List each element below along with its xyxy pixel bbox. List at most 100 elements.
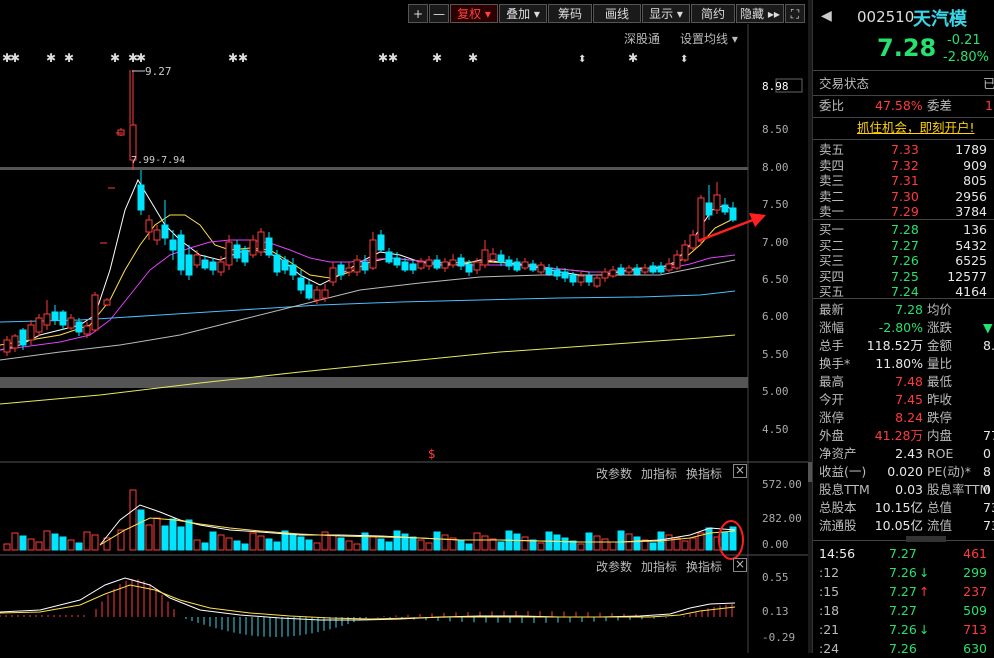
- lower-band-line: [0, 377, 748, 388]
- volume-bar: [465, 543, 473, 551]
- vol-switch-indicator-button[interactable]: 换指标: [686, 467, 723, 481]
- splitter-handle[interactable]: [808, 462, 812, 482]
- ask-volume: 1789: [955, 142, 987, 157]
- shengutong-link[interactable]: 深股通: [624, 32, 661, 46]
- ask-level-label: 卖三: [819, 173, 845, 188]
- jianyue-button[interactable]: 简约: [691, 4, 735, 23]
- event-star-icon: ✱: [46, 51, 56, 65]
- fullscreen-icon[interactable]: ⛶: [785, 4, 805, 23]
- stat-label-2: 总值: [927, 500, 953, 515]
- quote-row: 卖一 7.29 3784: [813, 203, 994, 221]
- event-star-icon: ✱: [110, 51, 120, 65]
- candle-body: [521, 261, 529, 269]
- volume-bar: [561, 537, 569, 551]
- back-arrow-icon[interactable]: ◀: [821, 8, 832, 24]
- event-star-icon: ✱: [128, 51, 138, 65]
- set-ma-dropdown[interactable]: 设置均线 ▾: [680, 32, 738, 46]
- event-star-icon: ✱: [378, 51, 388, 65]
- macd-add-indicator-button[interactable]: 加指标: [641, 560, 678, 574]
- open-account-link[interactable]: 抓住机会，即刻开户!: [857, 120, 975, 135]
- candle-body: [425, 259, 433, 267]
- tick-arrow: ↓: [919, 565, 930, 580]
- ask-volume: 909: [963, 157, 987, 173]
- candle-body: [3, 339, 11, 353]
- stat-value: 0.020: [887, 464, 923, 479]
- fuquan-button[interactable]: 复权 ▾: [450, 4, 498, 23]
- candle-body: [19, 329, 27, 346]
- chouma-button[interactable]: 筹码: [548, 4, 592, 23]
- macd-change-params-button[interactable]: 改参数: [596, 560, 633, 574]
- stat-value: 7.48: [895, 374, 923, 389]
- vol-close-icon[interactable]: ×: [733, 463, 747, 478]
- weicha-value: 1: [985, 98, 993, 113]
- volume-bar: [19, 535, 27, 551]
- candle-body: [457, 257, 465, 267]
- yincang-button[interactable]: 隐藏 ▸▸: [736, 4, 784, 23]
- stat-label-2: 金额: [927, 338, 953, 353]
- volume-bar: [433, 531, 441, 551]
- xianshi-button[interactable]: 显示 ▾: [642, 4, 690, 23]
- volume-bar: [265, 538, 273, 551]
- stat-label-2: PE(动)*: [927, 464, 971, 479]
- panel-collapse-handle[interactable]: [906, 536, 946, 542]
- volume-bar: [449, 537, 457, 551]
- candle-body: [249, 239, 257, 256]
- event-star-icon: ✱: [64, 51, 74, 65]
- stat-label: 最新: [819, 302, 845, 317]
- ask-price: 7.32: [891, 157, 919, 173]
- candle-body: [409, 263, 417, 271]
- volume-bar: [497, 541, 505, 551]
- vol-change-params-button[interactable]: 改参数: [596, 467, 633, 481]
- candle-body: [313, 289, 321, 301]
- candle-body: [449, 259, 457, 266]
- event-star-icon: ✱: [228, 51, 238, 65]
- diejia-button[interactable]: 叠加 ▾: [499, 4, 547, 23]
- tick-price: 7.26: [889, 622, 917, 637]
- quote-row: 卖三 7.31 805: [813, 172, 994, 190]
- kline-chart-area[interactable]: + — 复权 ▾ 叠加 ▾ 筹码 画线 显示 ▾ 简约 隐藏 ▸▸ ⛶ 深股通 …: [0, 0, 808, 653]
- price-axis-label: 8.98: [762, 80, 789, 93]
- candle-body: [11, 335, 19, 349]
- candle-body: [145, 219, 153, 233]
- stat-label: 净资产: [819, 446, 857, 461]
- price-axis-label: 6.00: [762, 310, 789, 323]
- price-change: -0.21: [947, 33, 981, 48]
- candle-body: [681, 244, 689, 261]
- volume-bar: [289, 533, 297, 551]
- stat-value-2: 0: [983, 446, 991, 461]
- bid-volume: 5432: [955, 237, 987, 253]
- volume-bar: [35, 541, 43, 551]
- candle-body: [641, 267, 649, 273]
- zoom-out-button[interactable]: —: [429, 4, 449, 23]
- ask-level-label: 卖二: [819, 188, 845, 204]
- huaxian-button[interactable]: 画线: [593, 4, 641, 23]
- candle-body: [281, 259, 289, 271]
- candle-body: [67, 317, 75, 329]
- ask-volume: 2956: [955, 188, 987, 204]
- stat-value: 0.03: [895, 482, 923, 497]
- tick-volume: 509: [963, 603, 987, 618]
- panel-splitter[interactable]: [808, 0, 812, 653]
- candle-body: [473, 261, 481, 271]
- stat-label: 涨幅: [819, 320, 845, 335]
- volume-bar: [153, 517, 161, 551]
- macd-close-icon[interactable]: ×: [733, 557, 747, 572]
- zoom-in-button[interactable]: +: [408, 4, 428, 23]
- candle-body: [729, 207, 737, 221]
- volume-bar: [681, 540, 689, 551]
- quote-row: 买三 7.26 6525: [813, 252, 994, 270]
- vol-add-indicator-button[interactable]: 加指标: [641, 467, 678, 481]
- candle-body: [177, 234, 185, 271]
- tick-price: 7.27: [889, 546, 917, 561]
- macd-switch-indicator-button[interactable]: 换指标: [686, 560, 723, 574]
- quote-row: 买二 7.27 5432: [813, 237, 994, 255]
- stat-value: 2.43: [895, 446, 923, 461]
- candle-body: [169, 239, 177, 251]
- quote-row: :18 7.27 509: [813, 602, 994, 620]
- stat-value: 7.45: [895, 392, 923, 407]
- candle-body: [273, 254, 281, 273]
- volume-bar: [91, 534, 99, 551]
